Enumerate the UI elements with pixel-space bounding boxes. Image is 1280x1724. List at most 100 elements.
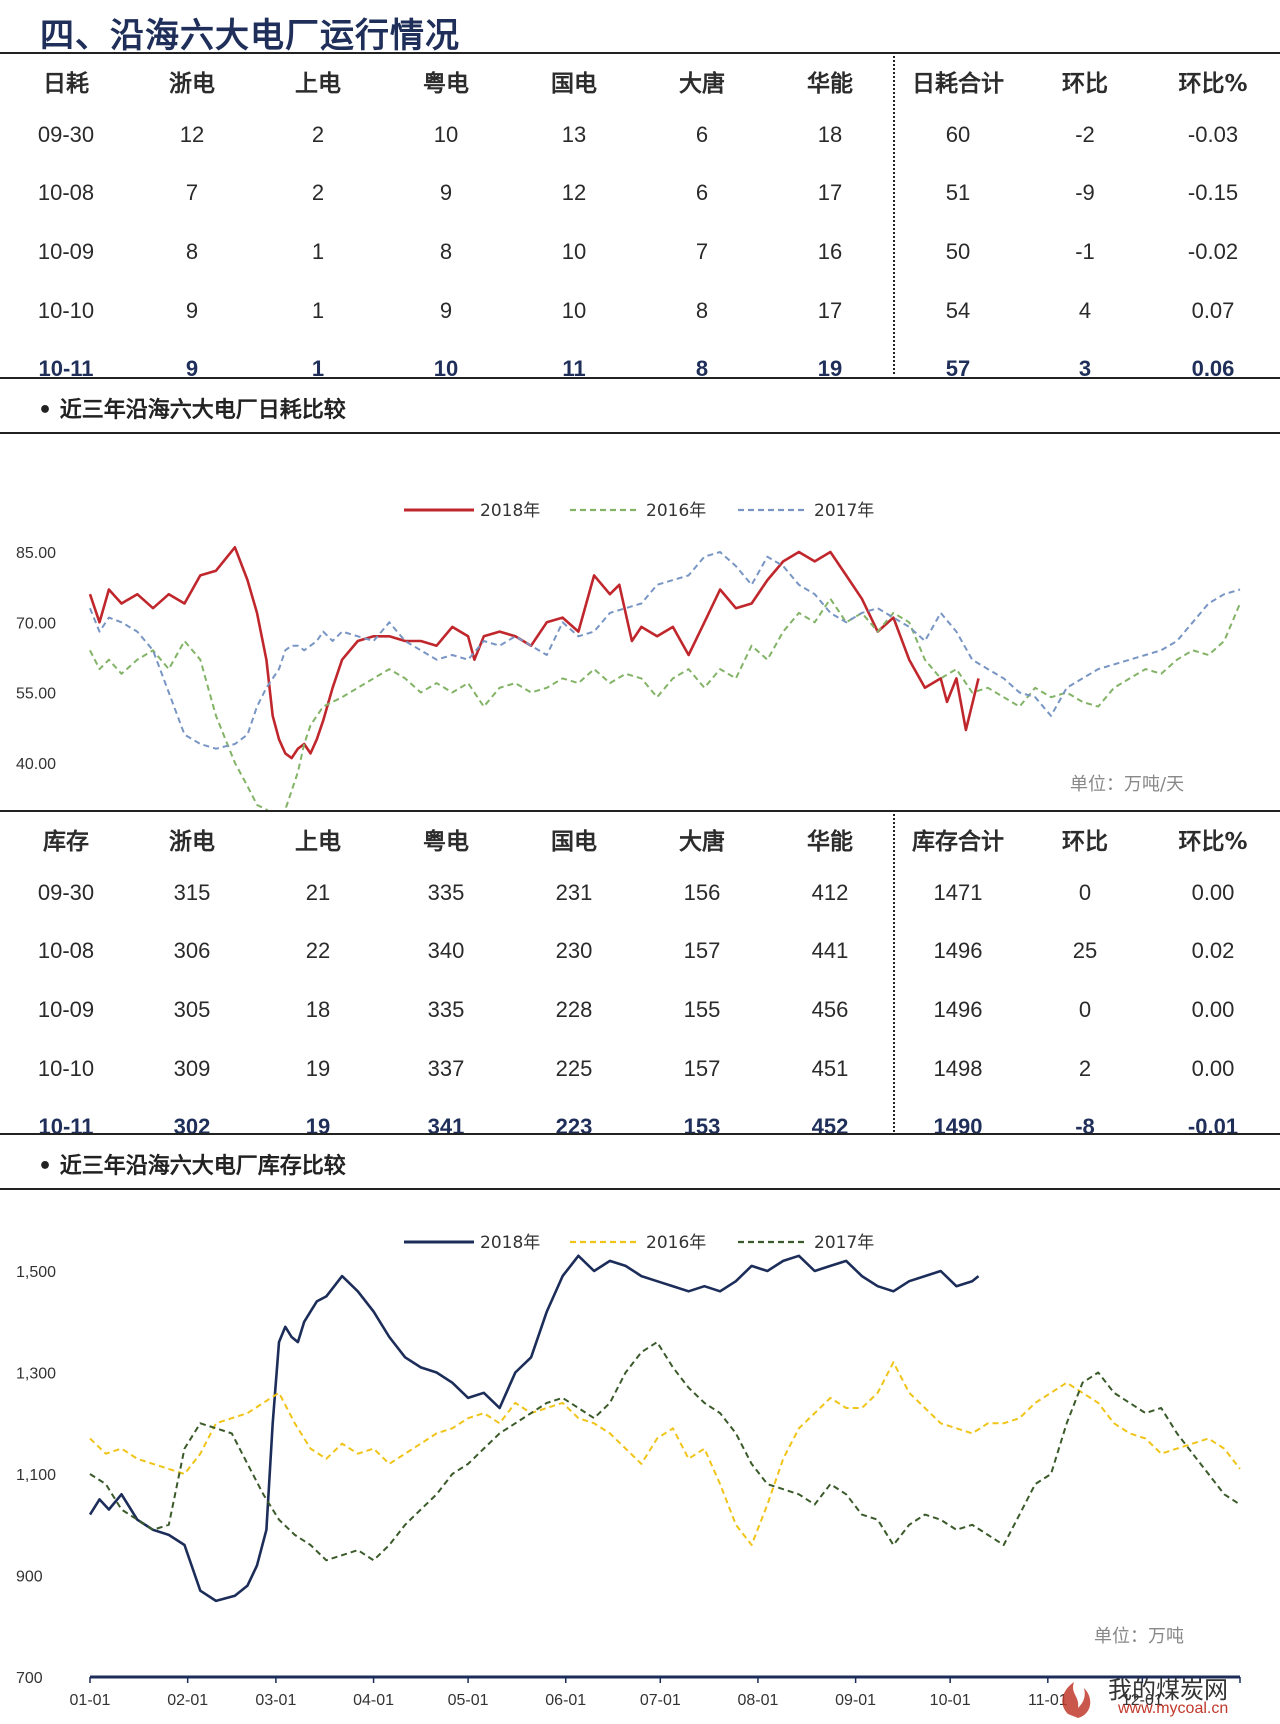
table-cell: 8 — [695, 298, 709, 323]
mycoal-logo-icon — [1062, 1682, 1091, 1718]
table-cell: 17 — [817, 180, 843, 205]
table-cell: 305 — [173, 997, 211, 1022]
legend-label: 2016年 — [646, 501, 706, 521]
watermark-url: www.mycoal.cn — [1118, 1700, 1229, 1717]
table-cell: 60 — [945, 122, 971, 147]
table-cell: 302 — [173, 1114, 211, 1139]
x-tick-label: 10-01 — [930, 1692, 971, 1709]
table-cell: 8 — [185, 239, 199, 264]
table-cell: 0 — [1078, 880, 1092, 905]
table-cell: -0.02 — [1187, 239, 1239, 264]
column-header: 库存合计 — [912, 829, 1004, 855]
series-line-2 — [89, 1341, 1241, 1562]
table-cell: 10-11 — [38, 1114, 94, 1139]
series-line-2 — [89, 551, 1241, 750]
table-cell: 309 — [173, 1056, 211, 1081]
column-header: 华能 — [807, 71, 853, 97]
table-cell: 21 — [305, 880, 331, 905]
table-cell: 1 — [311, 298, 325, 323]
table-cell: 153 — [683, 1114, 721, 1139]
watermark-name: 我的煤炭网 — [1108, 1676, 1228, 1704]
table-cell: 8 — [695, 356, 709, 381]
table-cell: 340 — [427, 938, 465, 963]
table-cell: 19 — [305, 1114, 331, 1139]
table-cell: 225 — [555, 1056, 593, 1081]
column-header: 大唐 — [679, 829, 725, 855]
table-cell: 10 — [561, 298, 587, 323]
table-cell: 50 — [945, 239, 971, 264]
table-cell: 7 — [185, 180, 199, 205]
column-header: 环比% — [1178, 71, 1248, 97]
table-cell: 9 — [185, 298, 199, 323]
table-row: 10-08 306 22 340 230 157 441 1496 25 0.02 — [0, 938, 1280, 968]
column-header: 环比 — [1062, 71, 1108, 97]
table-cell: 0 — [1078, 997, 1092, 1022]
table-cell: 7 — [695, 239, 709, 264]
unit-label: 单位：万吨 — [1094, 1626, 1184, 1647]
x-tick-label: 05-01 — [448, 1692, 489, 1709]
column-header: 日耗 — [43, 71, 89, 97]
column-header: 上电 — [295, 829, 341, 855]
table-row: 10-11 9 1 10 11 8 19 57 3 0.06 — [0, 356, 1280, 386]
series-line-0 — [88, 1254, 980, 1603]
table-cell: -8 — [1075, 1114, 1095, 1139]
y-tick-label: 85.00 — [16, 545, 56, 562]
table-cell: 9 — [439, 180, 453, 205]
table-cell: 2 — [311, 180, 325, 205]
table-cell: 0.02 — [1191, 938, 1235, 963]
y-tick-label: 40.00 — [16, 756, 56, 773]
table-cell: 315 — [173, 880, 211, 905]
table-cell: 1 — [311, 356, 325, 381]
consumption-table: 日耗 浙电 上电 粤电 国电 大唐 华能 日耗合计 环比 环比% 09-30 12 2 10 13 6 18 60… — [0, 54, 1280, 381]
column-header: 国电 — [551, 829, 597, 855]
column-header: 环比% — [1178, 829, 1248, 855]
table-cell: -1 — [1075, 239, 1095, 264]
table-cell: 1471 — [933, 880, 983, 905]
y-tick-label: 1,100 — [16, 1467, 56, 1484]
table-cell: 2 — [1078, 1056, 1092, 1081]
stock-table: 库存 浙电 上电 粤电 国电 大唐 华能 库存合计 环比 环比% 09-30 315 21 335 231 1… — [0, 812, 1280, 1139]
table-cell: 13 — [561, 122, 587, 147]
stock-chart: 01-01 02-01 03-01 04-01 05-01 06-01 07-01 08-01… — [16, 1233, 1241, 1709]
page-title: 四、沿海六大电厂运行情况 — [40, 16, 460, 56]
table-cell: 1496 — [933, 997, 983, 1022]
table-cell: 18 — [305, 997, 331, 1022]
table-cell: 3 — [1078, 356, 1092, 381]
table-cell: 2 — [311, 122, 325, 147]
table-cell: 1496 — [933, 938, 983, 963]
table-cell: 57 — [945, 356, 971, 381]
table-cell: 19 — [305, 1056, 331, 1081]
column-header: 浙电 — [169, 71, 215, 97]
table-row: 10-09 305 18 335 228 155 456 1496 0 0.00 — [0, 997, 1280, 1027]
series-line-0 — [88, 546, 980, 760]
table-cell: -0.01 — [1187, 1114, 1239, 1139]
table-cell: 10-08 — [37, 938, 95, 963]
table-cell: 0.00 — [1191, 880, 1235, 905]
x-tick-label: 12-01 — [1122, 1692, 1163, 1709]
table-cell: 10 — [433, 122, 459, 147]
table-cell: 157 — [683, 938, 721, 963]
stock_table-header-row: 库存 浙电 上电 粤电 国电 大唐 华能 库存合计 环比 环比% — [0, 822, 1280, 855]
table-cell: 337 — [427, 1056, 465, 1081]
y-tick-label: 1,500 — [16, 1264, 56, 1281]
column-header: 粤电 — [423, 829, 469, 855]
table-cell: 51 — [945, 180, 971, 205]
table-cell: 6 — [695, 180, 709, 205]
table-cell: 0.00 — [1191, 997, 1235, 1022]
stock-section-title: • 近三年沿海六大电厂库存比较 — [38, 1154, 346, 1179]
table-cell: 54 — [945, 298, 971, 323]
table-cell: 0.06 — [1191, 356, 1235, 381]
unit-label: 单位：万吨/天 — [1070, 774, 1184, 795]
table-cell: 17 — [817, 298, 843, 323]
section-divider — [0, 432, 1280, 434]
x-tick-label: 07-01 — [640, 1692, 681, 1709]
legend-label: 2018年 — [480, 501, 540, 521]
table-cell: 157 — [683, 1056, 721, 1081]
table-row: 10-08 7 2 9 12 6 17 51 -9 -0.15 — [0, 180, 1280, 210]
column-header: 上电 — [295, 71, 341, 97]
column-header: 库存 — [43, 829, 89, 855]
table-cell: 10 — [433, 356, 459, 381]
x-tick-label: 01-01 — [70, 1692, 111, 1709]
table-cell: 9 — [439, 298, 453, 323]
table-cell: 412 — [811, 880, 849, 905]
